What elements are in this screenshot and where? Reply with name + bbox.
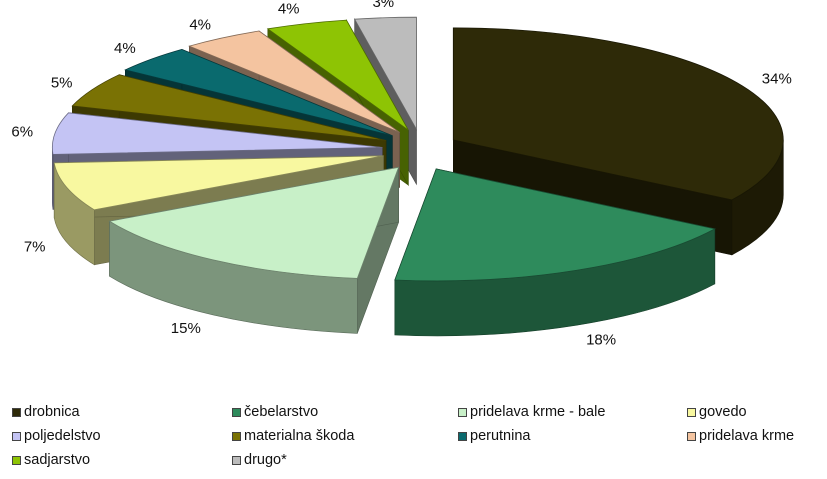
legend-item: sadjarstvo xyxy=(12,452,232,468)
legend-swatch xyxy=(458,431,467,441)
legend-row: poljedelstvo materialna škoda perutnina pri… xyxy=(12,424,827,448)
legend-item: drobnica xyxy=(12,404,232,420)
pie-slices xyxy=(52,16,784,337)
legend-swatch xyxy=(232,431,241,441)
legend-swatch xyxy=(232,407,241,417)
legend-label: sadjarstvo xyxy=(24,452,91,468)
legend-item: govedo xyxy=(687,404,827,420)
slice-label-3: 15% xyxy=(171,320,201,337)
slice-label-10: 3% xyxy=(372,0,394,11)
slice-label-7: 4% xyxy=(114,40,136,57)
legend-label: poljedelstvo xyxy=(24,428,101,444)
legend-row: drobnica čebelarstvo pridelava krme - bale… xyxy=(12,400,827,424)
legend-label: drugo* xyxy=(244,452,287,468)
pie-slice-pridelava-krme-bale xyxy=(108,166,400,334)
slice-label-8: 4% xyxy=(189,16,211,33)
legend-label: drobnica xyxy=(24,404,80,420)
legend-row: sadjarstvo drugo* xyxy=(12,448,827,472)
slice-label-2: 18% xyxy=(586,332,616,349)
legend-item: čebelarstvo xyxy=(232,404,458,420)
legend-label: pridelava krme - bale xyxy=(470,404,606,420)
legend-swatch xyxy=(687,407,696,417)
legend-swatch xyxy=(687,431,696,441)
pie-percentage-labels: 34% 18% 15% 7% 6% 5% 4% 4% 4% 3% xyxy=(11,0,791,349)
legend-swatch xyxy=(12,407,21,417)
legend-item: pridelava krme - bale xyxy=(458,404,687,420)
pie-slice-čebelarstvo xyxy=(394,168,716,337)
chart-legend: drobnica čebelarstvo pridelava krme - bale… xyxy=(12,400,827,472)
legend-swatch xyxy=(458,407,467,417)
pie-chart: 34% 18% 15% 7% 6% 5% 4% 4% 4% 3% xyxy=(11,0,791,349)
legend-label: čebelarstvo xyxy=(244,404,319,420)
legend-swatch xyxy=(232,455,241,465)
legend-item: perutnina xyxy=(458,428,687,444)
legend-label: pridelava krme xyxy=(699,428,795,444)
slice-label-5: 6% xyxy=(11,123,33,140)
legend-item: poljedelstvo xyxy=(12,428,232,444)
legend-label: perutnina xyxy=(470,428,531,444)
slice-label-4: 7% xyxy=(24,239,46,256)
legend-swatch xyxy=(12,455,21,465)
legend-label: govedo xyxy=(699,404,747,420)
slice-label-6: 5% xyxy=(51,74,73,91)
legend-item: materialna škoda xyxy=(232,428,458,444)
slice-label-9: 4% xyxy=(278,0,300,17)
legend-item: pridelava krme xyxy=(687,428,827,444)
slice-label-1: 34% xyxy=(762,70,792,87)
legend-label: materialna škoda xyxy=(244,428,355,444)
legend-item: drugo* xyxy=(232,452,458,468)
legend-swatch xyxy=(12,431,21,441)
